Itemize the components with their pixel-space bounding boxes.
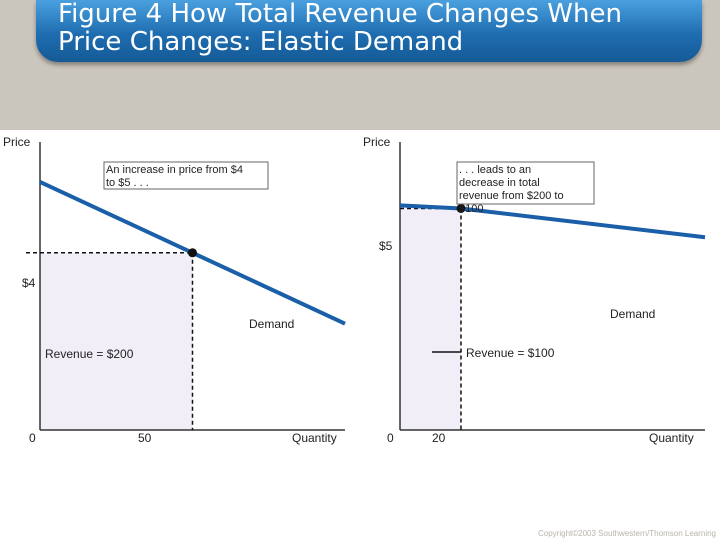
panel-2-revenue-label: Revenue = $100 bbox=[466, 346, 555, 360]
panel-1-demand-label: Demand bbox=[249, 317, 294, 331]
title-line-1: Figure 4 How Total Revenue Changes When bbox=[58, 0, 622, 29]
panel-2-x-axis-label: Quantity bbox=[649, 431, 694, 445]
panel-1-x-axis-label: Quantity bbox=[292, 431, 337, 445]
panel-1-revenue-area bbox=[40, 252, 193, 430]
copyright-notice: Copyright©2003 Southwestern/Thomson Lear… bbox=[538, 529, 716, 538]
panel-2-origin-label: 0 bbox=[387, 431, 394, 445]
panel-2-price-label: $5 bbox=[379, 239, 393, 253]
panel-1-annotation-text: An increase in price from $4 to $5 . . . bbox=[106, 164, 243, 189]
panel-2-revenue-area bbox=[400, 208, 461, 430]
title-banner: Figure 4 How Total Revenue Changes When … bbox=[36, 0, 702, 62]
panel-1-revenue-label: Revenue = $200 bbox=[45, 347, 134, 361]
panel-1-price-label: $4 bbox=[22, 276, 36, 290]
panel-1-origin-label: 0 bbox=[29, 431, 36, 445]
panel-2-quantity-label: 20 bbox=[432, 431, 446, 445]
panel-2-demand-point bbox=[456, 203, 466, 213]
panel-1-y-axis-label: Price bbox=[3, 135, 31, 149]
panel-2-annotation-box bbox=[456, 161, 595, 205]
panel-2-demand-label: Demand bbox=[610, 307, 655, 321]
panel-1-quantity-label: 50 bbox=[138, 431, 152, 445]
title-line-2: Price Changes: Elastic Demand bbox=[58, 27, 464, 57]
panel-1-annotation-box bbox=[103, 161, 269, 190]
panel-1-demand-point bbox=[188, 248, 197, 258]
panel-2-annotation-text: . . . leads to an decrease in total revenu… bbox=[459, 164, 564, 215]
panel-2-y-axis-label: Price bbox=[363, 135, 391, 149]
